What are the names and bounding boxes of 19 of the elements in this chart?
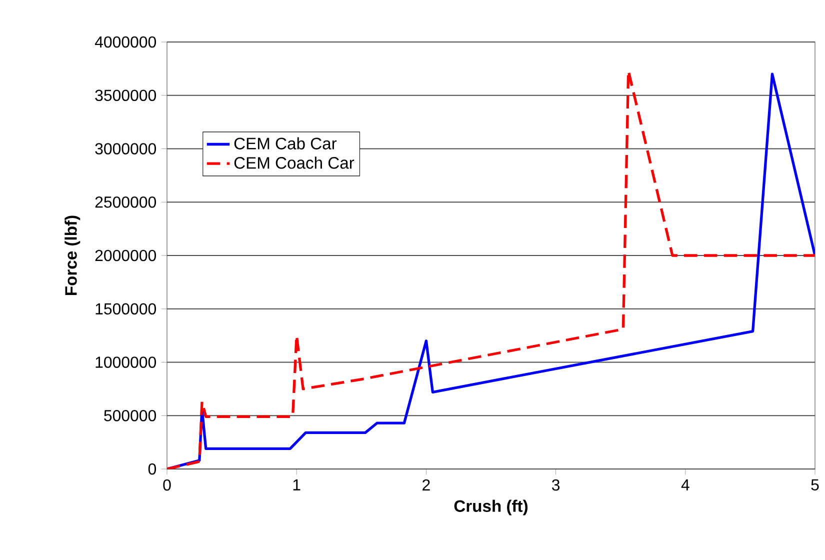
x-tick-label: 2: [422, 479, 430, 490]
y-tick-label: 3500000: [95, 90, 156, 102]
x-tick-label: 3: [552, 479, 560, 491]
x-axis-title: Crush (ft): [454, 500, 528, 516]
x-tick-label: 4: [681, 479, 690, 490]
y-tick-label: 3000000: [95, 143, 156, 154]
y-tick-label: 1500000: [96, 303, 156, 315]
y-tick-label: 2000000: [95, 250, 156, 262]
y-axis-title: Force (lbf): [64, 216, 80, 295]
x-tick-label: 1: [293, 479, 300, 490]
y-tick-label: 500000: [104, 410, 156, 422]
x-tick-label: 5: [811, 479, 819, 490]
y-tick-label: 2500000: [95, 196, 156, 208]
y-tick-label: 0: [148, 463, 156, 475]
y-tick-label: 4000000: [94, 36, 156, 48]
y-tick-label: 1000000: [96, 356, 156, 368]
legend-label: CEM Coach Car: [234, 156, 354, 169]
legend-label: CEM Cab Car: [234, 137, 337, 150]
x-tick-label: 0: [163, 479, 171, 491]
